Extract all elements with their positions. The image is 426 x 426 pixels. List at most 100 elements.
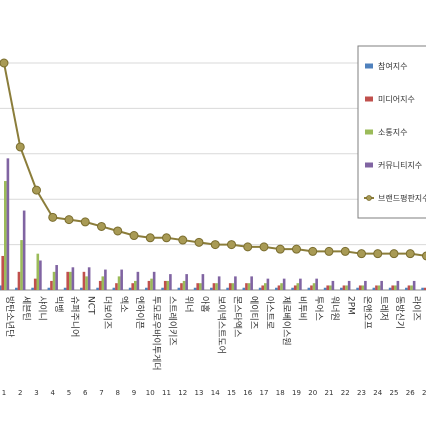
- legend-swatch: [365, 129, 373, 135]
- rank-label: 3: [34, 389, 38, 397]
- bar: [134, 280, 137, 290]
- bar: [396, 280, 400, 290]
- bar: [345, 285, 348, 290]
- bar-series-group: [0, 158, 426, 290]
- line-point: [178, 235, 188, 245]
- bar: [266, 278, 270, 290]
- bar: [63, 287, 67, 290]
- legend-swatch: [365, 162, 373, 168]
- bar: [347, 280, 351, 290]
- rank-label: 12: [178, 389, 187, 397]
- bar: [407, 285, 411, 290]
- rank-label: 11: [162, 389, 171, 397]
- bar: [296, 283, 300, 290]
- bar: [52, 271, 56, 290]
- legend-label: 커뮤니티지수: [378, 160, 422, 170]
- line-point: [32, 185, 41, 195]
- bar: [115, 283, 118, 290]
- line-point: [210, 240, 220, 250]
- bar: [87, 267, 91, 290]
- bar: [101, 276, 105, 290]
- bar: [22, 210, 26, 290]
- line-point: [373, 249, 383, 259]
- rank-label: 22: [341, 389, 350, 397]
- bar: [66, 271, 69, 290]
- category-label: 트레저: [378, 296, 389, 321]
- bar: [185, 274, 188, 290]
- bar: [247, 283, 251, 290]
- bar: [391, 285, 394, 290]
- bar: [261, 285, 264, 290]
- line-point: [194, 237, 204, 247]
- category-label: 방탄소년단: [4, 296, 15, 337]
- category-label: 슈퍼주니어: [69, 296, 80, 337]
- bar: [31, 287, 34, 290]
- line-point: [405, 249, 415, 259]
- line-point: [243, 242, 253, 252]
- line-point: [80, 217, 90, 227]
- legend-label: 미디어지수: [378, 94, 415, 104]
- bar-series-3: [6, 158, 416, 290]
- bar: [423, 287, 426, 290]
- rank-label: 7: [99, 389, 103, 397]
- bar: [342, 285, 346, 290]
- line-point: [15, 142, 25, 152]
- bar: [36, 253, 40, 290]
- legend-item: 참여지수: [365, 61, 407, 71]
- bar: [326, 285, 329, 290]
- line-point: [64, 215, 74, 225]
- bar-series-2: [4, 181, 413, 290]
- bar: [15, 287, 18, 290]
- bar: [145, 287, 148, 290]
- bar: [1, 255, 4, 290]
- bar: [307, 287, 311, 290]
- bar: [340, 287, 343, 290]
- rank-label: 24: [373, 389, 382, 397]
- bar: [277, 285, 281, 290]
- line-point: [259, 242, 269, 252]
- bar: [180, 283, 183, 290]
- bar: [96, 287, 99, 290]
- rank-label: 20: [308, 389, 317, 397]
- category-label: 워너원: [329, 296, 340, 321]
- bar: [312, 283, 316, 290]
- line-point: [357, 249, 366, 259]
- category-label: 온앤오프: [362, 296, 373, 329]
- bar: [275, 287, 278, 290]
- bar: [131, 283, 134, 290]
- line-point: [129, 231, 139, 241]
- bar: [169, 274, 172, 290]
- bar: [250, 276, 253, 290]
- bar: [234, 276, 237, 290]
- bar: [98, 280, 102, 290]
- bar: [196, 283, 199, 290]
- line-point: [292, 244, 301, 254]
- bar: [80, 287, 83, 290]
- category-label: 제로베이스원: [280, 296, 291, 346]
- bar: [4, 181, 7, 290]
- category-label: 엑소: [118, 296, 130, 313]
- bar: [388, 287, 392, 290]
- legend-swatch: [365, 63, 373, 69]
- bar: [361, 285, 365, 290]
- bar: [136, 271, 140, 290]
- category-label: 2PM: [345, 296, 355, 315]
- bar: [331, 280, 335, 290]
- bar: [6, 158, 10, 290]
- bar: [245, 283, 248, 290]
- bar: [177, 287, 181, 290]
- bar: [120, 269, 123, 290]
- line-point: [97, 221, 106, 231]
- bar: [128, 287, 132, 290]
- rank-label: 19: [292, 389, 301, 397]
- bar: [199, 283, 202, 290]
- category-label: 보이넥스트도어: [215, 296, 226, 354]
- bar: [215, 283, 218, 290]
- bar: [82, 271, 86, 290]
- legend-label: 소통지수: [378, 128, 407, 137]
- category-label: 동방신기: [394, 296, 405, 329]
- bar: [201, 274, 205, 290]
- rank-label: 1: [2, 389, 6, 397]
